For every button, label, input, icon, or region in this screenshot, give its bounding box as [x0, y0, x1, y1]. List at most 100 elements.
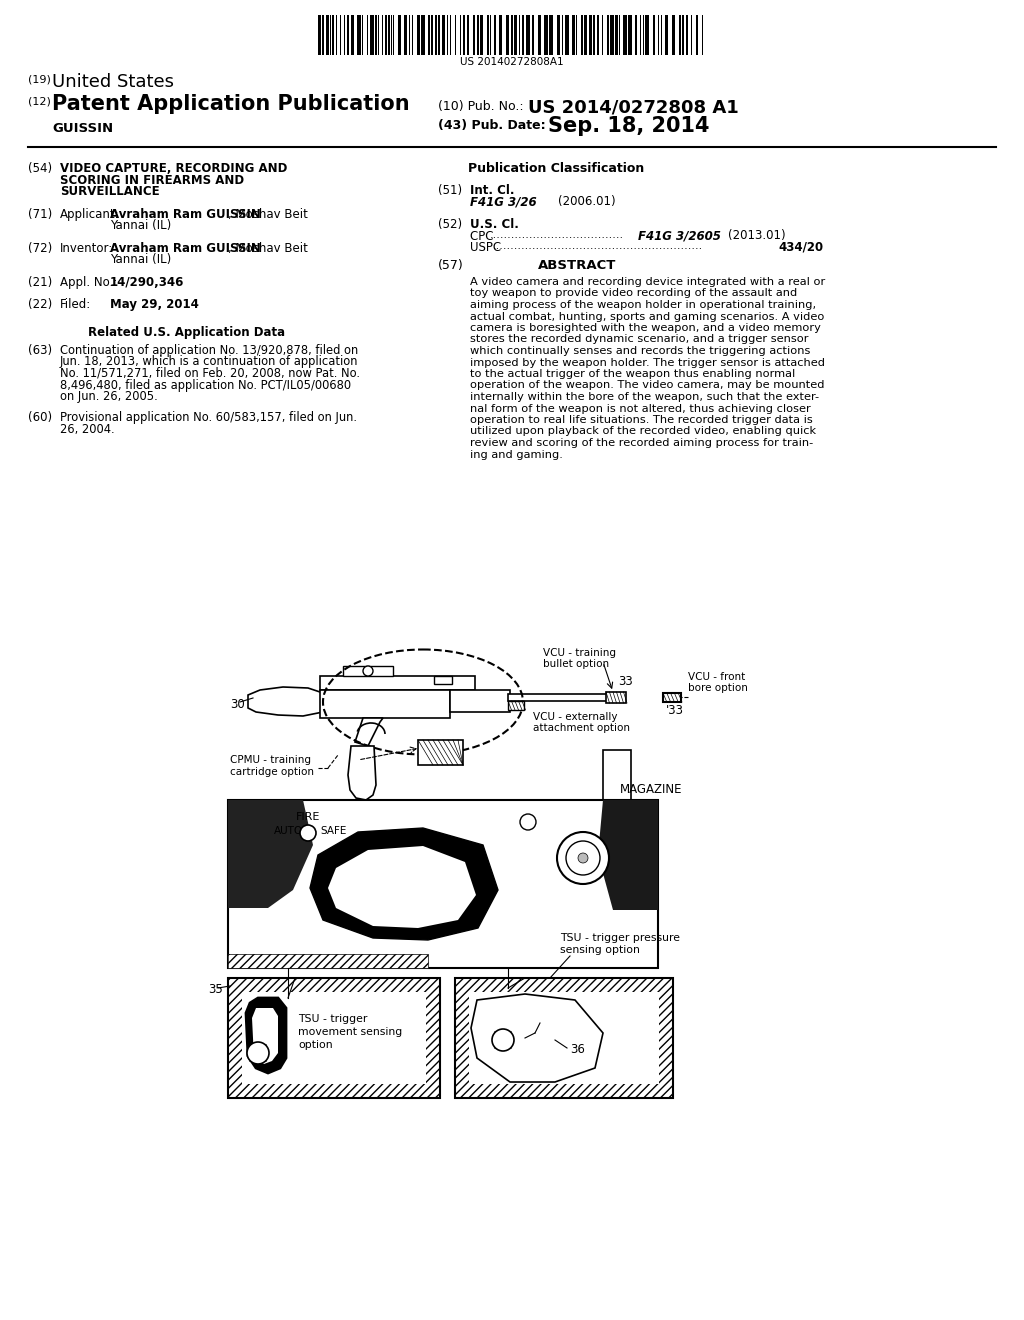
Bar — [351, 15, 354, 55]
Bar — [421, 15, 425, 55]
Text: toy weapon to provide video recording of the assault and: toy weapon to provide video recording of… — [470, 289, 798, 298]
Text: aiming process of the weapon holder in operational training,: aiming process of the weapon holder in o… — [470, 300, 816, 310]
Text: Patent Application Publication: Patent Application Publication — [52, 94, 410, 114]
Polygon shape — [246, 998, 286, 1073]
Text: AUTO: AUTO — [274, 826, 303, 836]
Bar — [463, 15, 465, 55]
Text: MAGAZINE: MAGAZINE — [620, 783, 683, 796]
Text: 36: 36 — [570, 1043, 585, 1056]
Bar — [398, 15, 401, 55]
Text: Publication Classification: Publication Classification — [468, 162, 644, 176]
Bar — [532, 15, 534, 55]
Bar — [343, 667, 393, 676]
Bar — [450, 690, 510, 711]
Bar — [431, 15, 433, 55]
Polygon shape — [252, 1008, 278, 1064]
Text: GUISSIN: GUISSIN — [52, 121, 113, 135]
Text: Jun. 18, 2013, which is a continuation of application: Jun. 18, 2013, which is a continuation o… — [60, 355, 358, 368]
Text: Applicant:: Applicant: — [60, 209, 120, 220]
Text: (54): (54) — [28, 162, 52, 176]
Bar — [442, 15, 445, 55]
Bar — [319, 676, 475, 690]
Polygon shape — [355, 718, 383, 746]
Bar — [696, 15, 698, 55]
Text: , Moshav Beit: , Moshav Beit — [228, 209, 308, 220]
Bar — [589, 15, 592, 55]
Bar — [455, 978, 673, 1098]
Text: SAFE: SAFE — [319, 826, 346, 836]
Bar — [370, 15, 374, 55]
Text: operation of the weapon. The video camera, may be mounted: operation of the weapon. The video camer… — [470, 380, 824, 391]
Text: movement sensing: movement sensing — [298, 1027, 402, 1038]
Text: ABSTRACT: ABSTRACT — [538, 259, 616, 272]
Circle shape — [566, 841, 600, 875]
Text: U.S. Cl.: U.S. Cl. — [470, 218, 519, 231]
Text: 14/290,346: 14/290,346 — [110, 276, 184, 289]
Bar — [347, 15, 349, 55]
Polygon shape — [310, 828, 498, 940]
Text: .....................................: ..................................... — [490, 230, 624, 239]
Text: SCORING IN FIREARMS AND: SCORING IN FIREARMS AND — [60, 173, 244, 186]
Text: A video camera and recording device integrated with a real or: A video camera and recording device inte… — [470, 277, 825, 286]
Bar — [357, 15, 361, 55]
Bar — [318, 15, 321, 55]
Bar — [628, 15, 632, 55]
Bar — [526, 15, 530, 55]
Text: US 2014/0272808 A1: US 2014/0272808 A1 — [528, 98, 738, 116]
Bar — [663, 693, 681, 702]
Text: US 20140272808A1: US 20140272808A1 — [460, 57, 564, 67]
Text: VIDEO CAPTURE, RECORDING AND: VIDEO CAPTURE, RECORDING AND — [60, 162, 288, 176]
Bar — [322, 15, 324, 55]
Bar — [480, 15, 483, 55]
Text: FIRE: FIRE — [296, 812, 321, 822]
Circle shape — [557, 832, 609, 884]
Text: to the actual trigger of the weapon thus enabling normal: to the actual trigger of the weapon thus… — [470, 370, 796, 379]
Text: on Jun. 26, 2005.: on Jun. 26, 2005. — [60, 389, 158, 403]
Bar — [653, 15, 655, 55]
Text: Related U.S. Application Data: Related U.S. Application Data — [88, 326, 285, 339]
Bar — [597, 15, 599, 55]
Text: F41G 3/2605: F41G 3/2605 — [638, 230, 721, 243]
Text: TSU - trigger pressure: TSU - trigger pressure — [560, 933, 680, 942]
Text: camera is boresighted with the weapon, and a video memory: camera is boresighted with the weapon, a… — [470, 323, 821, 333]
Text: (52): (52) — [438, 218, 462, 231]
Text: TSU - trigger: TSU - trigger — [298, 1014, 368, 1024]
Bar — [549, 15, 553, 55]
Bar — [544, 15, 548, 55]
Circle shape — [520, 814, 536, 830]
Bar — [522, 15, 524, 55]
Polygon shape — [603, 750, 631, 825]
Bar — [615, 15, 618, 55]
Text: actual combat, hunting, sports and gaming scenarios. A video: actual combat, hunting, sports and gamin… — [470, 312, 824, 322]
Text: VCU - externally: VCU - externally — [534, 711, 617, 722]
Bar — [228, 954, 428, 968]
Text: ing and gaming.: ing and gaming. — [470, 450, 563, 459]
Bar — [686, 15, 688, 55]
Text: , Moshav Beit: , Moshav Beit — [228, 242, 308, 255]
Text: nal form of the weapon is not altered, thus achieving closer: nal form of the weapon is not altered, t… — [470, 404, 811, 413]
Bar — [388, 15, 390, 55]
Polygon shape — [228, 800, 313, 908]
Text: (22): (22) — [28, 298, 52, 312]
Bar — [434, 676, 452, 684]
Bar — [581, 15, 583, 55]
Bar — [508, 701, 524, 710]
Bar — [228, 800, 658, 968]
Bar — [375, 15, 377, 55]
Bar — [665, 15, 668, 55]
Text: (43) Pub. Date:: (43) Pub. Date: — [438, 119, 546, 132]
Text: Inventor:: Inventor: — [60, 242, 114, 255]
Text: Avraham Ram GUISSIN: Avraham Ram GUISSIN — [110, 242, 261, 255]
Bar — [682, 15, 684, 55]
Text: F41G 3/26: F41G 3/26 — [470, 195, 537, 209]
Bar — [418, 741, 463, 766]
Bar — [635, 15, 637, 55]
Text: 35: 35 — [208, 983, 223, 997]
Bar — [417, 15, 420, 55]
Bar — [385, 15, 387, 55]
Text: (19): (19) — [28, 75, 51, 84]
Text: SURVEILLANCE: SURVEILLANCE — [60, 185, 160, 198]
Text: CPMU - training: CPMU - training — [230, 755, 311, 766]
Bar — [326, 15, 329, 55]
Text: sensing option: sensing option — [560, 945, 640, 954]
